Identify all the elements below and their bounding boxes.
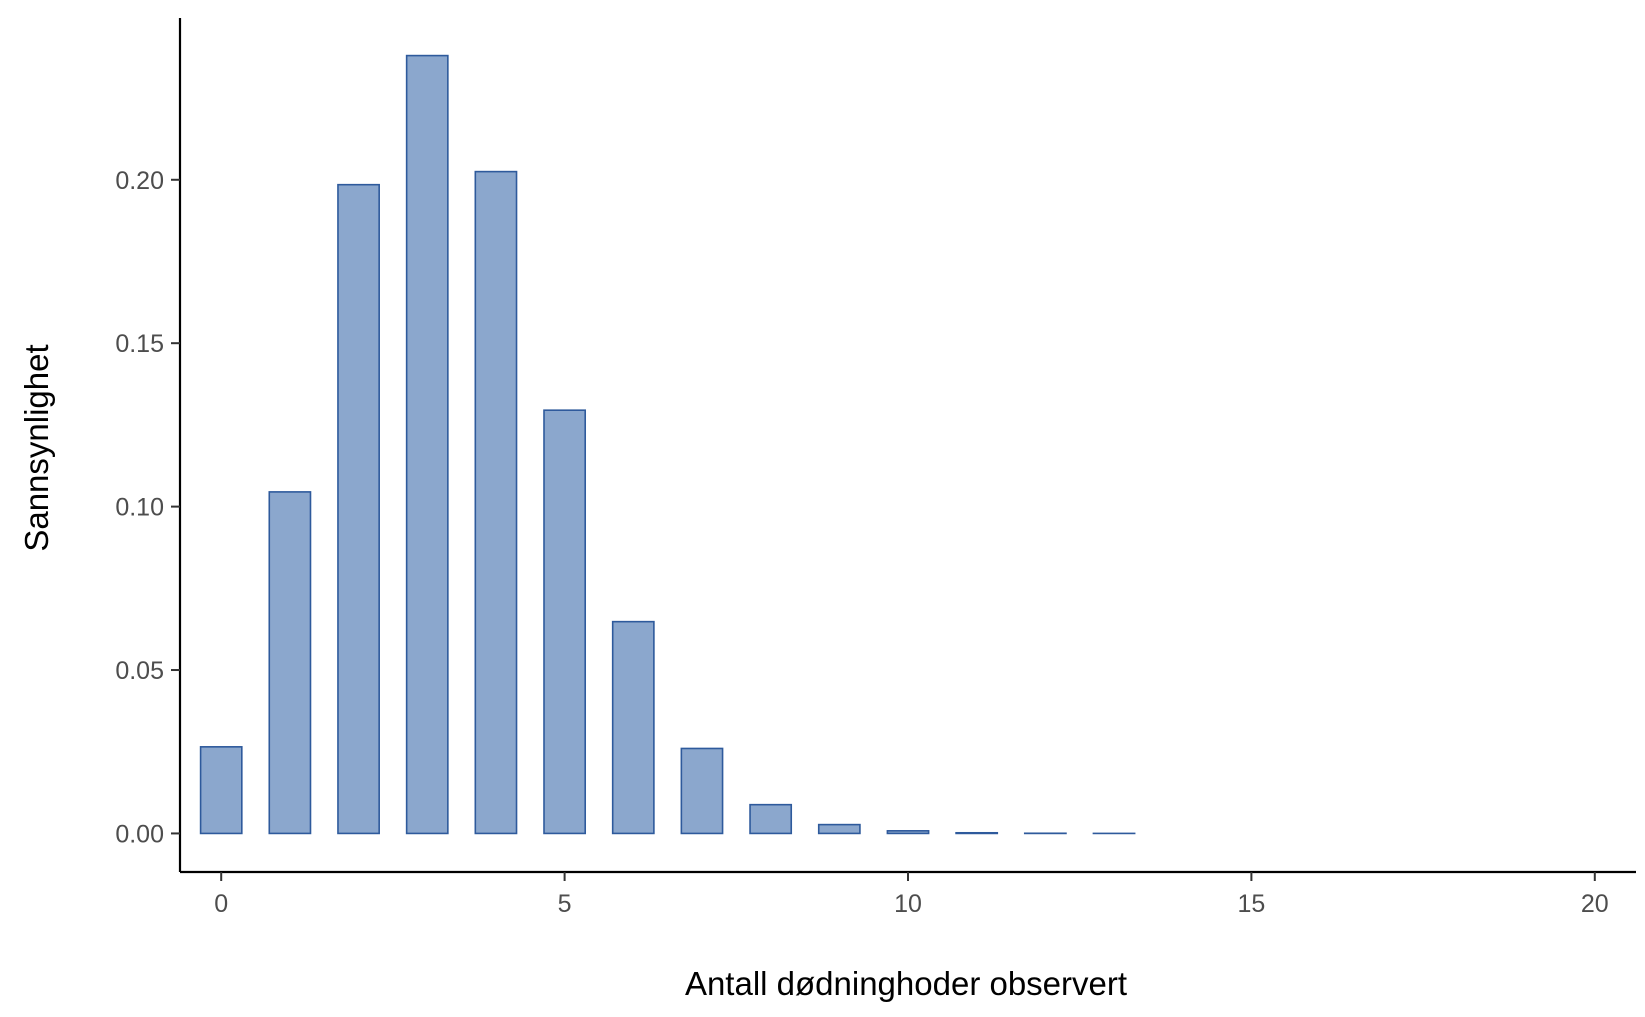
x-axis: 0 5 10 15 20: [180, 870, 1636, 918]
x-tick-label: 5: [558, 890, 572, 918]
bar-0: [199, 746, 243, 835]
y-axis-title: Sannsynlighet: [18, 344, 55, 551]
bar-4: [474, 170, 518, 835]
bar-8: [749, 803, 793, 835]
bar-3: [405, 54, 449, 835]
bar-5: [543, 409, 587, 835]
bar-10: [886, 830, 930, 835]
bar-2: [337, 183, 380, 835]
x-axis-title: Antall dødninghoder observert: [685, 965, 1127, 1002]
bar-6: [611, 620, 655, 835]
bar-7: [680, 747, 724, 835]
y-tick-label: 0.05: [115, 657, 164, 685]
bars-group: [199, 54, 1136, 835]
y-tick-label: 0.20: [115, 167, 164, 195]
x-tick-label: 15: [1237, 890, 1265, 918]
x-tick-label: 0: [214, 890, 228, 918]
y-tick-label: 0.10: [115, 494, 164, 522]
y-tick-label: 0.15: [115, 330, 164, 358]
bar-9: [817, 823, 861, 835]
x-tick-label: 10: [894, 890, 922, 918]
x-tick-label: 20: [1581, 890, 1609, 918]
bar-1: [268, 491, 312, 835]
bar-11: [955, 831, 999, 835]
y-tick-label: 0.00: [115, 820, 164, 848]
y-axis: 0.00 0.05 0.10 0.15 0.20: [115, 18, 182, 872]
